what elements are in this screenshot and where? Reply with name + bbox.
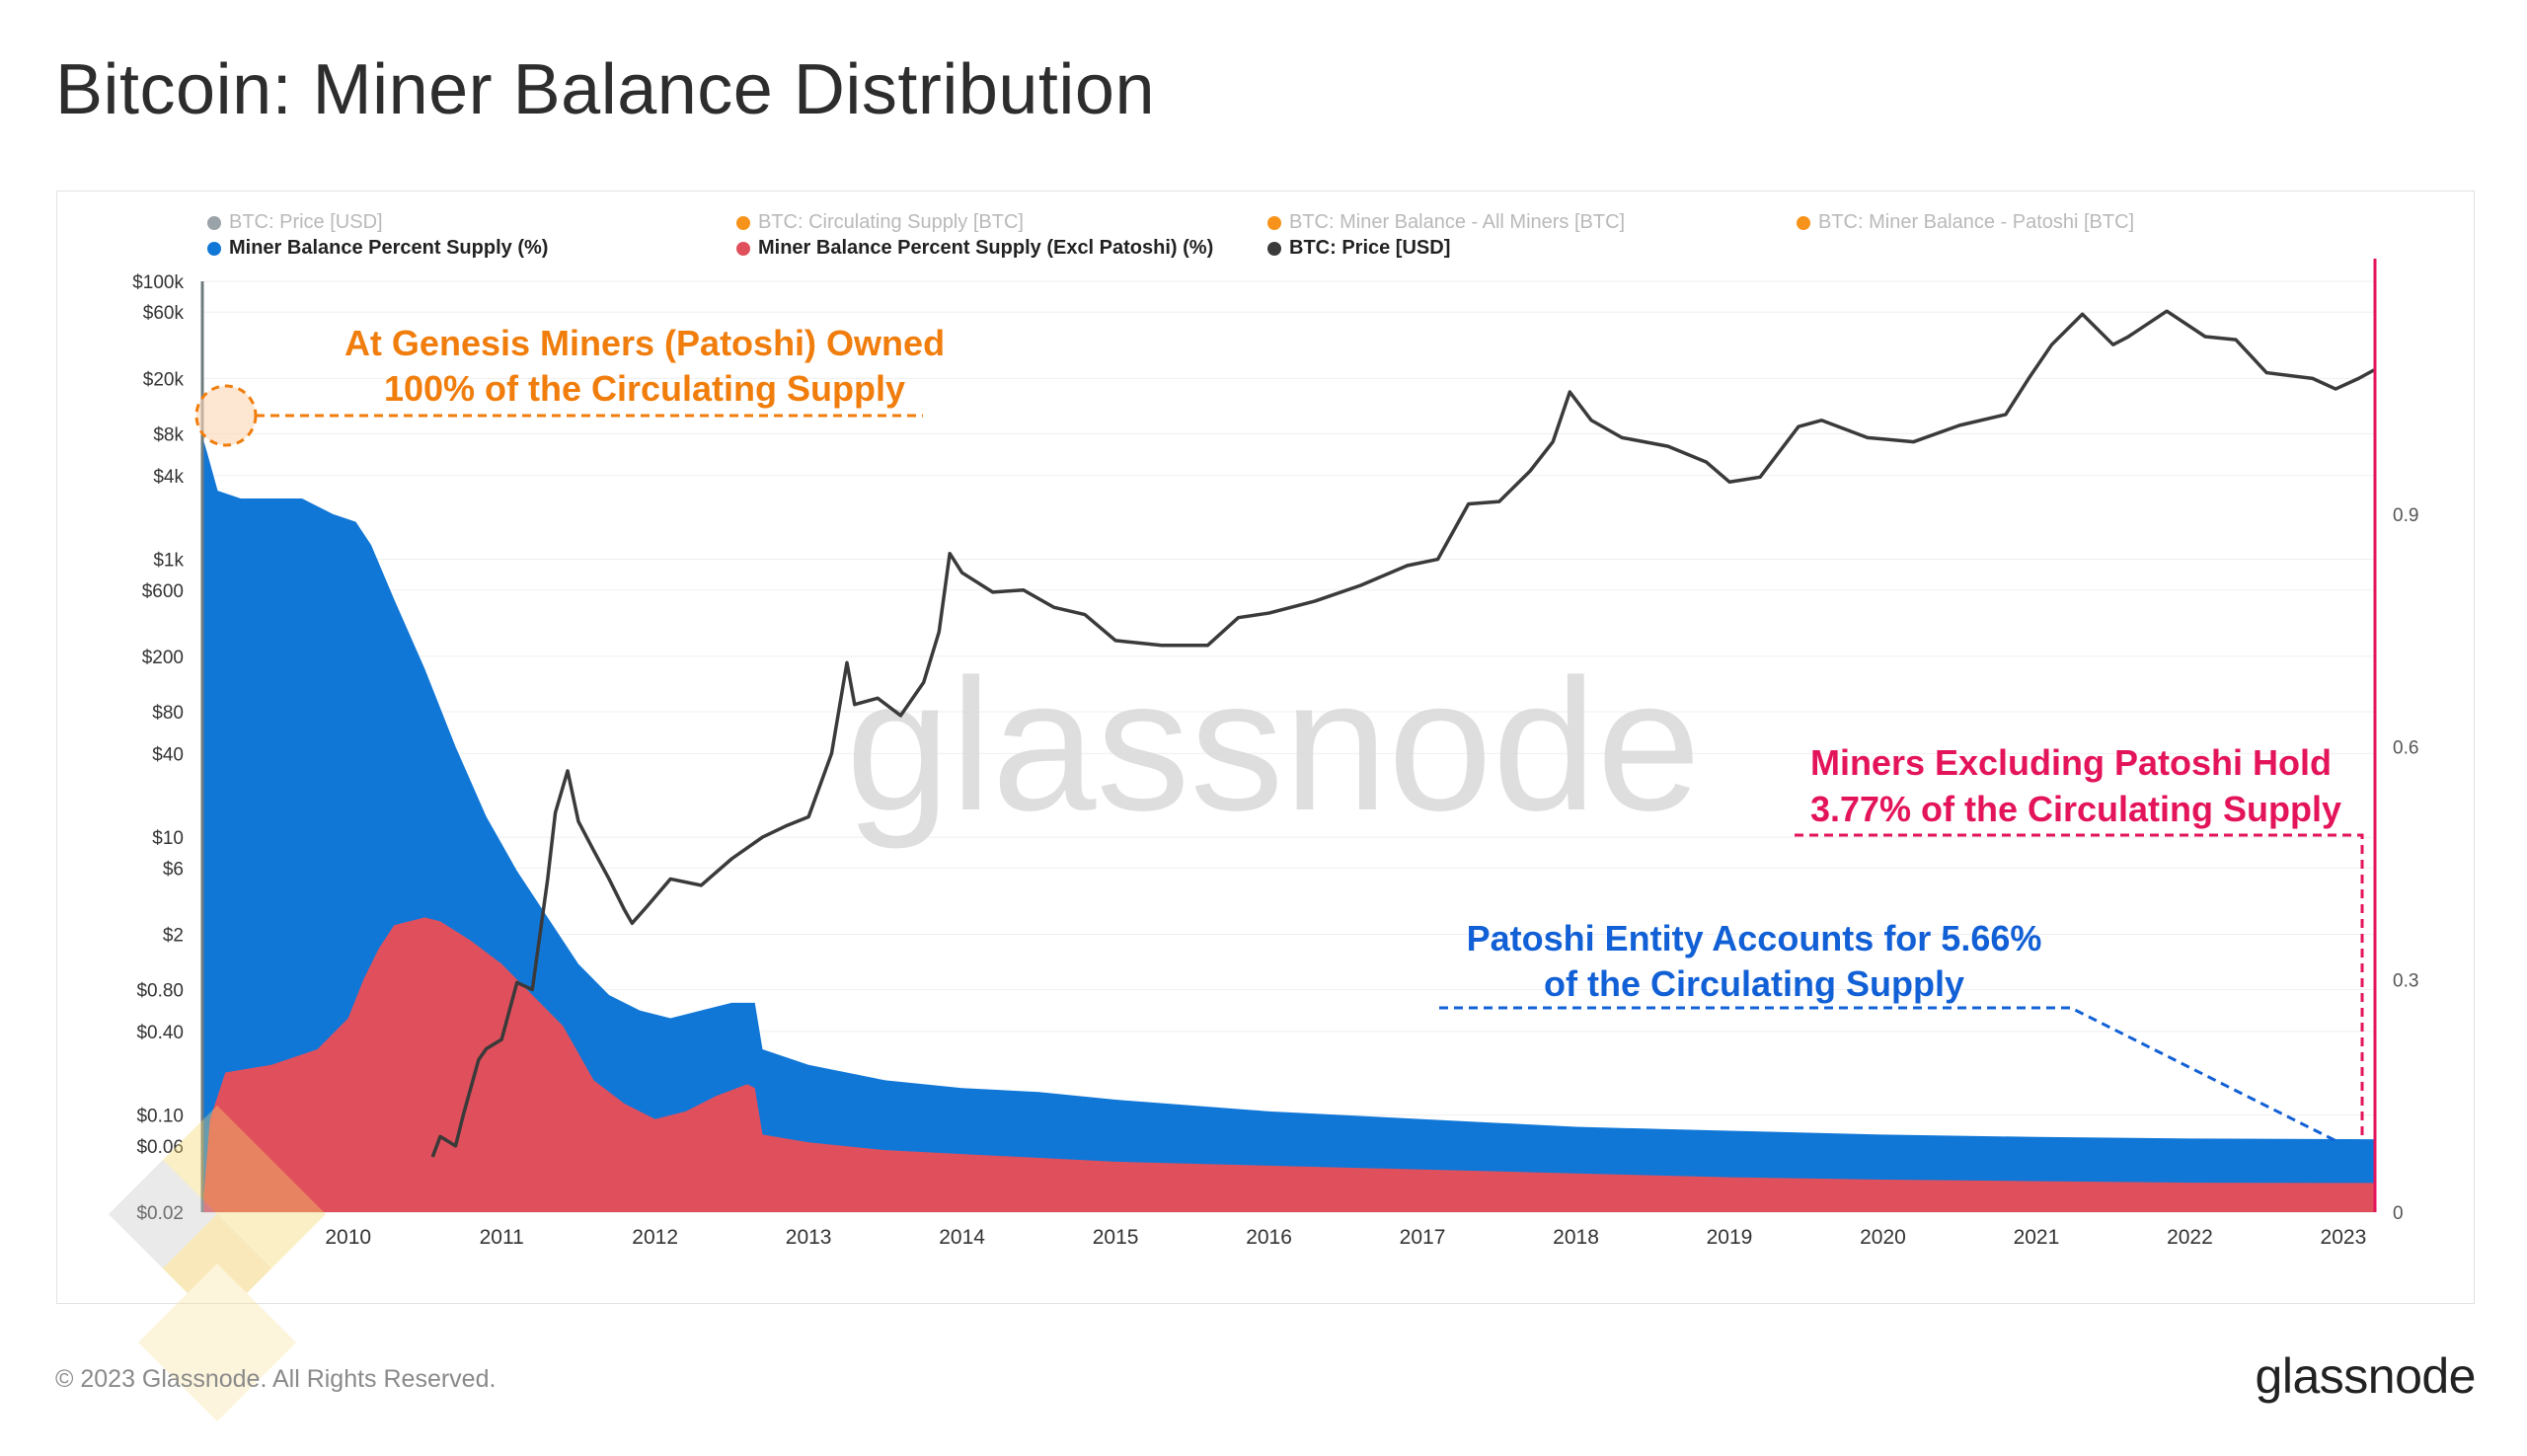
legend-label: Miner Balance Percent Supply (%) (229, 237, 549, 259)
legend-item-price-muted[interactable]: BTC: Price [USD] (207, 211, 383, 234)
y-left-tick-label: $0.02 (136, 1203, 184, 1224)
y-left-tick-label: $6 (163, 859, 184, 880)
brand-logo-text[interactable]: glassnode (2255, 1348, 2477, 1404)
y-left-tick-label: $80 (152, 703, 184, 724)
y-left-tick-label: $20k (143, 369, 185, 390)
annotation-genesis-line2: 100% of the Circulating Supply (384, 368, 905, 409)
legend-label: Miner Balance Percent Supply (Excl Patos… (758, 237, 1214, 259)
x-tick-label: 2016 (1246, 1226, 1292, 1249)
x-tick-label: 2013 (786, 1226, 832, 1249)
legend-label: BTC: Price [USD] (229, 211, 383, 233)
y-left-tick-label: $0.40 (136, 1023, 184, 1043)
legend-dot (1797, 215, 1810, 230)
y-left-tick-label: $2 (163, 925, 184, 946)
x-tick-label: 2018 (1553, 1226, 1599, 1249)
annotation-excl-patoshi-line2: 3.77% of the Circulating Supply (1810, 789, 2341, 829)
legend-dot (207, 215, 221, 230)
glassnode-badge-watermark (109, 1106, 326, 1426)
legend-dot (1267, 215, 1281, 230)
legend-dot (736, 215, 750, 230)
legend-item-price-active[interactable]: BTC: Price [USD] (1267, 237, 1450, 260)
series-area-miner-percent (202, 436, 2374, 1213)
legend-label: BTC: Price [USD] (1289, 237, 1451, 259)
y-left-tick-label: $4k (153, 467, 184, 488)
legend-item-circulating-supply[interactable]: BTC: Circulating Supply [BTC] (736, 211, 1024, 234)
x-tick-label: 2015 (1093, 1226, 1139, 1249)
y-left-tick-label: $8k (153, 424, 184, 445)
x-tick-label: 2023 (2321, 1226, 2367, 1249)
diamond-logo-icon (109, 1106, 326, 1421)
legend-label: BTC: Circulating Supply [BTC] (758, 211, 1024, 233)
y-left-tick-label: $1k (153, 551, 184, 572)
chart-watermark: glassnode (846, 641, 1701, 850)
x-tick-label: 2020 (1860, 1226, 1906, 1249)
y-left-tick-label: $40 (152, 744, 184, 765)
excl-patoshi-annotation-leader (1795, 833, 2364, 1135)
x-tick-label: 2012 (632, 1226, 678, 1249)
annotation-excl-patoshi-line1: Miners Excluding Patoshi Hold (1810, 742, 2332, 783)
patoshi-annotation-leader (1439, 1006, 2336, 1142)
page-title: Bitcoin: Miner Balance Distribution (55, 50, 1155, 129)
x-tick-label: 2014 (939, 1226, 985, 1249)
legend-dot (207, 241, 221, 256)
y-right-tick-label: 0 (2393, 1203, 2404, 1224)
y-left-tick-label: $0.80 (136, 980, 184, 1001)
y-right-tick-label: 0.6 (2393, 738, 2418, 759)
legend-label: BTC: Miner Balance - Patoshi [BTC] (1818, 211, 2135, 233)
y-left-tick-label: $60k (143, 303, 185, 324)
x-tick-label: 2017 (1400, 1226, 1446, 1249)
y-left-tick-label: $200 (142, 648, 184, 668)
legend-dot (736, 241, 750, 256)
legend-item-miner-balance-all[interactable]: BTC: Miner Balance - All Miners [BTC] (1267, 211, 1625, 234)
x-tick-label: 2010 (325, 1226, 371, 1249)
y-right-tick-label: 0.9 (2393, 505, 2418, 526)
legend-dot (1267, 241, 1281, 256)
legend-item-miner-percent-excl[interactable]: Miner Balance Percent Supply (Excl Patos… (736, 237, 1213, 260)
series-area-miner-percent-excl (202, 917, 2374, 1212)
x-tick-label: 2011 (480, 1226, 524, 1249)
x-tick-label: 2021 (2014, 1226, 2060, 1249)
legend-label: BTC: Miner Balance - All Miners [BTC] (1289, 211, 1626, 233)
y-left-tick-label: $0.06 (136, 1137, 184, 1158)
x-tick-label: 2022 (2167, 1226, 2213, 1249)
x-tick-label: 2019 (1707, 1226, 1753, 1249)
copyright-text: © 2023 Glassnode. All Rights Reserved. (55, 1365, 497, 1393)
y-left-tick-label: $100k (132, 272, 184, 293)
y-left-tick-label: $0.10 (136, 1107, 184, 1127)
series-line-price (430, 309, 2375, 1158)
annotation-patoshi-line2: of the Circulating Supply (1544, 963, 1964, 1004)
annotation-patoshi-line1: Patoshi Entity Accounts for 5.66% (1467, 918, 2042, 958)
y-left-tick-label: $10 (152, 828, 184, 849)
legend-item-miner-balance-patoshi[interactable]: BTC: Miner Balance - Patoshi [BTC] (1797, 211, 2134, 234)
annotation-genesis-line1: At Genesis Miners (Patoshi) Owned (345, 323, 945, 363)
legend-item-miner-percent[interactable]: Miner Balance Percent Supply (%) (207, 237, 548, 260)
y-left-tick-label: $600 (142, 581, 184, 602)
genesis-highlight-circle (194, 384, 258, 447)
y-right-tick-label: 0.3 (2393, 970, 2418, 991)
chart-legend: BTC: Price [USD] BTC: Circulating Supply… (146, 211, 2416, 270)
